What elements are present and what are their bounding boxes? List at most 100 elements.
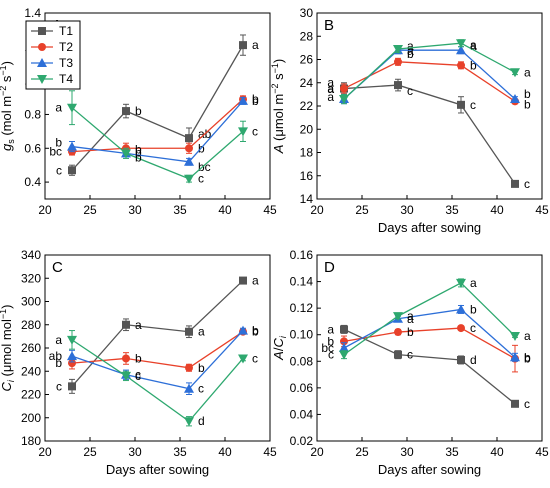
- data-point: [238, 95, 248, 105]
- data-point: [394, 81, 402, 90]
- data-point: [339, 350, 349, 360]
- significance-letter: a: [407, 309, 414, 323]
- data-point: [510, 68, 520, 78]
- data-point: [122, 354, 130, 363]
- significance-letter: b: [407, 47, 414, 61]
- data-point: [457, 355, 465, 364]
- y-label-unit: ): [271, 59, 286, 63]
- x-axis-label: Days after sowing: [106, 462, 209, 477]
- significance-letter: b: [524, 87, 531, 101]
- series-line: [343, 84, 516, 185]
- significance-letter: b: [470, 58, 477, 72]
- series-t1: a c c c: [327, 76, 530, 191]
- y-label-superscript: −2: [0, 86, 8, 96]
- y-label-superscript: −1: [270, 63, 280, 73]
- plot-frame: [316, 254, 543, 442]
- x-tick-label: 25: [83, 445, 97, 459]
- significance-letter: b: [470, 302, 477, 316]
- series-line: [71, 107, 244, 180]
- significance-letter: b: [252, 325, 259, 339]
- x-tick-label: 45: [535, 203, 549, 217]
- series-t4: a c d c: [55, 330, 258, 428]
- significance-letter: c: [56, 163, 62, 177]
- panel-b: 20 25 30 35 40 45 14 16 18 20 22 24 26 28 30 Days after…: [270, 6, 549, 235]
- data-point: [511, 399, 519, 408]
- legend-marker: [38, 43, 46, 51]
- series-t4: aa aa: [327, 38, 531, 105]
- data-point: [184, 174, 194, 184]
- series-t2: a b b b: [327, 47, 531, 112]
- y-label-unit: ): [0, 305, 14, 309]
- y-tick-label: 1.4: [24, 6, 41, 20]
- series-t2: bb cb: [327, 321, 531, 373]
- y-label-subscript: i: [278, 335, 288, 338]
- significance-letter: b: [135, 142, 142, 156]
- data-point: [121, 149, 131, 159]
- data-point: [67, 141, 77, 151]
- data-point: [184, 156, 194, 166]
- y-label-unit: (mol m: [0, 96, 14, 139]
- y-tick-label: 16: [300, 169, 314, 183]
- data-point: [510, 332, 520, 342]
- x-tick-label: 35: [173, 203, 187, 217]
- data-point: [339, 343, 349, 352]
- y-axis-label: A (μmol m−2​ s−1​): [270, 59, 286, 155]
- data-point: [340, 325, 348, 334]
- significance-letter: c: [198, 172, 204, 186]
- y-label-variable: A: [271, 351, 286, 361]
- series-line: [343, 308, 516, 358]
- x-axis-label: Days after sowing: [378, 462, 481, 477]
- significance-letter: d: [198, 414, 205, 428]
- x-tick-label: 25: [355, 203, 369, 217]
- legend-label: T3: [59, 56, 73, 70]
- y-tick-label: 0.06: [290, 381, 314, 395]
- y-label-variable: A: [271, 145, 286, 155]
- y-tick-label: 0.10: [290, 328, 314, 342]
- data-point: [394, 57, 402, 66]
- y-label-subscript: s: [6, 139, 16, 144]
- significance-letter: b: [135, 150, 142, 164]
- y-tick-label: 20: [300, 122, 314, 136]
- significance-letter: b: [55, 356, 62, 370]
- legend-marker: [37, 58, 47, 67]
- panel-c: 20 25 30 35 40 45 180 200 220 240 260 280 300 320 340 D…: [0, 248, 277, 477]
- y-label-superscript: −1: [0, 309, 8, 319]
- y-tick-label: 0.04: [290, 407, 314, 421]
- panel-d: 20 25 30 35 40 45 0.02 0.04 0.06 0.08 0.10 0.12 0.14…: [271, 248, 549, 477]
- significance-letter: c: [407, 84, 413, 98]
- y-label-variable: g: [0, 143, 14, 151]
- significance-letter: a: [407, 39, 414, 53]
- series-t3: aa ab: [327, 39, 531, 105]
- significance-letter: ab: [49, 349, 63, 363]
- x-tick-label: 40: [490, 203, 504, 217]
- y-label-unit: (μmol m: [271, 94, 286, 145]
- y-tick-label: 0.8: [24, 107, 41, 121]
- y-tick-label: 0.6: [24, 141, 41, 155]
- x-tick-label: 45: [535, 445, 549, 459]
- legend-label: T4: [59, 72, 73, 86]
- series-line: [343, 282, 516, 356]
- data-point: [67, 335, 77, 345]
- y-axis-label: gs​ (mol m−2​ s−1​): [0, 61, 16, 151]
- significance-letter: a: [327, 90, 334, 104]
- x-tick-label: 20: [38, 445, 52, 459]
- series-t1: c a a a: [56, 274, 259, 394]
- y-tick-label: 280: [21, 318, 41, 332]
- y-tick-label: 0.16: [290, 248, 314, 262]
- y-tick-label: 320: [21, 271, 41, 285]
- significance-letter: a: [252, 38, 259, 52]
- legend-item-t3: T3: [31, 56, 73, 70]
- significance-letter: bc: [49, 145, 62, 159]
- data-point: [122, 107, 130, 116]
- plot-frame: [44, 254, 271, 442]
- series-line: [71, 339, 244, 423]
- significance-letter: b: [407, 325, 414, 339]
- data-point: [456, 278, 466, 288]
- significance-letter: a: [135, 318, 142, 332]
- significance-letter: a: [470, 276, 477, 290]
- y-tick-label: 340: [21, 248, 41, 262]
- series-line: [343, 327, 516, 360]
